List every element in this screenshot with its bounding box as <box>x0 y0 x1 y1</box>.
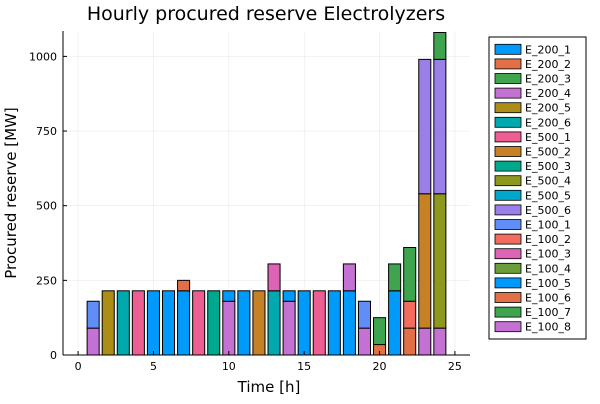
bar-segment <box>131 290 145 356</box>
legend-swatch <box>494 277 522 289</box>
legend-label: E_100_6 <box>525 292 571 305</box>
bar-segment <box>192 290 206 356</box>
bar-segment <box>222 300 236 356</box>
legend-swatch <box>494 233 522 245</box>
y-tick-label: 1000 <box>29 50 57 63</box>
bar-segment <box>161 290 176 356</box>
bar-segment <box>433 193 447 329</box>
y-tick-label: 500 <box>36 200 57 213</box>
legend-label: E_200_3 <box>525 73 571 86</box>
legend-swatch <box>494 248 522 260</box>
bars <box>86 31 447 356</box>
legend-label: E_500_5 <box>525 189 571 202</box>
legend-swatch <box>494 204 522 216</box>
bar-segment <box>388 263 402 292</box>
legend-swatch <box>494 73 522 84</box>
legend-label: E_500_1 <box>525 131 571 144</box>
legend-label: E_200_1 <box>525 43 571 56</box>
y-tick-label: 0 <box>50 349 57 362</box>
legend: E_200_1 E_200_2 E_200_3E_200_4 E_200_5E_200… <box>488 36 587 340</box>
bar-segment <box>222 290 236 302</box>
x-tick-label: 25 <box>448 360 462 373</box>
legend-swatch <box>494 321 522 333</box>
bar-segment <box>282 300 296 356</box>
bar-segment <box>207 290 221 356</box>
legend-swatch <box>494 175 522 187</box>
legend-swatch <box>494 146 522 157</box>
bar-segment <box>267 290 281 356</box>
legend-label: E_200_6 <box>525 116 571 129</box>
x-tick-label: 5 <box>150 360 157 373</box>
bar-segment <box>418 58 432 195</box>
bar-segment <box>433 58 447 195</box>
y-axis-label: Procured reserve [MW] <box>2 107 20 279</box>
legend-swatch <box>494 306 522 318</box>
bar-segment <box>86 327 100 356</box>
bar-segment <box>373 317 387 346</box>
legend-swatch <box>494 87 522 99</box>
bar-segment <box>297 290 311 356</box>
bar-segment <box>418 327 432 356</box>
x-axis-label: Time [h] <box>237 378 301 396</box>
legend-label: E_100_7 <box>525 306 571 319</box>
legend-swatch <box>494 131 522 143</box>
legend-label: E_100_3 <box>525 248 571 261</box>
x-tick-label: 10 <box>222 360 236 373</box>
bar-segment <box>403 300 417 329</box>
bar-segment <box>116 290 130 356</box>
bar-segment <box>403 246 417 302</box>
legend-swatch <box>494 189 522 201</box>
bar-segment <box>146 290 160 356</box>
bar-segment <box>433 31 447 60</box>
bar-segment <box>418 193 432 329</box>
legend-label: E_500_2 <box>525 146 571 159</box>
legend-swatch <box>494 292 522 303</box>
legend-swatch <box>494 160 522 172</box>
bar-segment <box>177 290 191 356</box>
legend-swatch <box>494 102 522 114</box>
bar-segment <box>403 327 417 356</box>
legend-label: E_500_3 <box>525 160 571 173</box>
bar-segment <box>282 290 296 302</box>
bar-segment <box>86 300 100 329</box>
legend-swatch <box>494 219 522 230</box>
bar-segment <box>342 290 356 356</box>
y-tick-label: 250 <box>36 274 57 287</box>
legend-label: E_100_1 <box>525 219 571 232</box>
bar-segment <box>101 290 115 356</box>
bar-segment <box>177 279 191 292</box>
legend-swatch <box>494 43 522 55</box>
legend-swatch <box>494 116 522 128</box>
bar-segment <box>267 263 281 292</box>
legend-label: E_200_4 <box>525 87 571 100</box>
x-tick-label: 15 <box>297 360 311 373</box>
legend-swatch <box>494 262 522 274</box>
bar-segment <box>357 327 372 356</box>
bar-segment <box>388 290 402 356</box>
bar-segment <box>433 327 447 356</box>
legend-label: E_100_2 <box>525 233 571 246</box>
legend-label: E_200_2 <box>525 58 571 71</box>
legend-swatch <box>494 58 522 70</box>
bar-segment <box>342 263 356 292</box>
bar-segment <box>327 290 341 356</box>
bar-segment <box>357 300 372 329</box>
x-tick-label: 0 <box>75 360 82 373</box>
chart-title: Hourly procured reserve Electrolyzers <box>87 3 445 25</box>
y-tick-label: 750 <box>36 125 57 138</box>
legend-label: E_100_5 <box>525 277 571 290</box>
bar-segment <box>252 290 266 356</box>
legend-label: E_200_5 <box>525 102 571 115</box>
legend-label: E_100_8 <box>525 321 571 334</box>
legend-box <box>488 36 587 340</box>
x-tick-label: 20 <box>373 360 387 373</box>
legend-label: E_500_4 <box>525 175 571 188</box>
bar-segment <box>237 290 251 356</box>
bar-segment <box>312 290 326 356</box>
legend-label: E_100_4 <box>525 262 571 275</box>
legend-label: E_500_6 <box>525 204 571 217</box>
